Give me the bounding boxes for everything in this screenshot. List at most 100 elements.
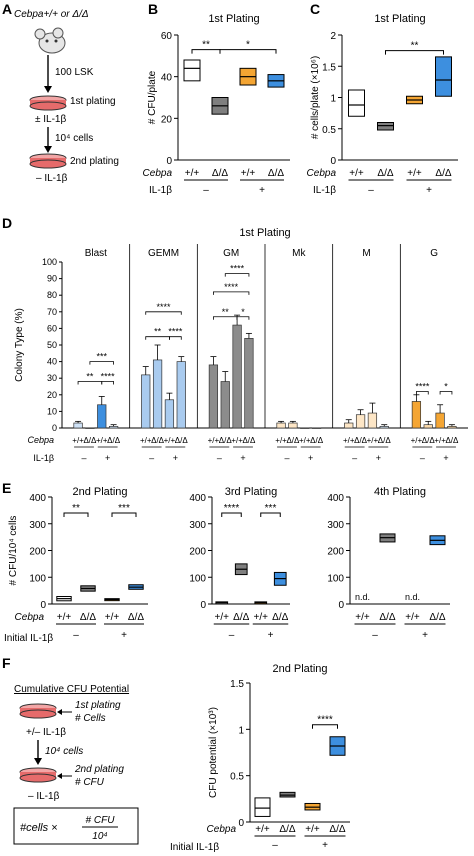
formula-left: #cells ×	[20, 822, 58, 834]
E2-sig-bracket	[221, 512, 242, 518]
d-bar	[288, 422, 298, 429]
d-sig-bracket	[89, 361, 114, 365]
B-genotype-label: Δ/Δ	[268, 168, 284, 179]
E1-sig-bracket	[111, 512, 137, 518]
d-bar	[447, 425, 457, 429]
d-sig-label: ****	[168, 327, 183, 337]
E2-sig-label: ***	[265, 503, 277, 514]
C-box	[377, 122, 394, 131]
d-genotype-label: Δ/Δ	[445, 436, 459, 445]
d-bar	[97, 404, 107, 429]
C-sig-bracket	[385, 50, 444, 55]
C-plus-label: +	[426, 185, 432, 196]
C-y-label: # cells/plate (×10⁶)	[310, 56, 321, 139]
d-il1b-row-label: IL-1β	[33, 453, 54, 463]
E3-nd-label: n.d.	[355, 592, 370, 602]
d-y-tick-label: 80	[47, 290, 57, 300]
formula-denominator: 10⁴	[92, 831, 107, 842]
d-genotype-label: +/+	[411, 436, 423, 445]
schematic-a-treat2: – IL-1β	[36, 173, 68, 184]
d-plus-label: +	[240, 453, 245, 463]
b-il1b-row-label: IL-1β	[149, 185, 172, 196]
d-category-label: GM	[223, 248, 239, 259]
d-plus-label: +	[105, 453, 110, 463]
B-genotype-label: +/+	[241, 168, 256, 179]
F-y-label: CFU potential (×10³)	[208, 707, 219, 798]
E1-y-tick-label: 400	[29, 493, 46, 504]
arrow-head-1	[44, 86, 52, 93]
d-minus-label: –	[217, 453, 222, 463]
d-sig-label: **	[86, 372, 94, 382]
F-genotype-label: +/+	[255, 824, 270, 835]
d-bar	[152, 359, 163, 429]
dish-icon-1	[29, 95, 67, 111]
E1-y-tick-label: 0	[40, 600, 46, 611]
B-y-label: # CFU/plate	[147, 70, 158, 124]
E1-title: 2nd Plating	[72, 486, 127, 498]
C-genotype-label: +/+	[407, 168, 422, 179]
E2-sig-label: ****	[224, 503, 240, 514]
d-genotype-label: Δ/Δ	[107, 436, 121, 445]
E1-genotype-label: +/+	[105, 612, 120, 623]
d-genotype-label: +/+	[164, 436, 176, 445]
C-genotype-label: Δ/Δ	[435, 168, 451, 179]
d-y-tick-label: 10	[47, 406, 57, 416]
E3-y-tick-label: 400	[327, 493, 344, 504]
d-bar	[208, 364, 219, 429]
b-cebpa-row-label: Cebpa	[143, 168, 173, 179]
d-genotype-label: Δ/Δ	[378, 436, 392, 445]
schematic-f-treat2: – IL-1β	[28, 791, 60, 802]
d-bar	[232, 324, 242, 429]
d-sig-label: *	[241, 307, 245, 317]
e-cebpa-row-label: Cebpa	[15, 612, 45, 623]
F-y-tick-label: 0	[238, 818, 244, 829]
d-plus-label: +	[173, 453, 178, 463]
f-cebpa-row-label: Cebpa	[207, 824, 237, 835]
d-plus-label: +	[443, 453, 448, 463]
schematic-a-plating2: 2nd plating	[70, 156, 119, 167]
d-cebpa-row-label: Cebpa	[27, 435, 54, 445]
d-bar	[344, 422, 354, 429]
d-bar	[244, 338, 254, 429]
d-sig-label: ***	[96, 352, 107, 362]
E1-y-tick-label: 300	[29, 520, 46, 531]
E2-y-tick-label: 300	[189, 520, 206, 531]
E3-y-tick-label: 200	[327, 547, 344, 558]
d-category-label: Blast	[85, 248, 107, 259]
dish-icon-3	[19, 703, 57, 719]
d-plus-label: +	[376, 453, 381, 463]
mouse-icon	[34, 27, 66, 54]
d-plus-label: +	[308, 453, 313, 463]
E2-genotype-label: Δ/Δ	[233, 612, 249, 623]
d-genotype-label: +/+	[72, 436, 84, 445]
d-sig-label: **	[154, 327, 162, 337]
E2-genotype-label: Δ/Δ	[272, 612, 288, 623]
E3-nd-label: n.d.	[405, 592, 420, 602]
d-bar	[73, 422, 83, 429]
C-y-tick-label: 2	[330, 31, 336, 42]
schematic-a-step2: 10⁴ cells	[55, 133, 93, 144]
d-bar	[367, 412, 378, 429]
d-sig-bracket	[213, 291, 250, 295]
panel-label-e: E	[2, 480, 11, 496]
B-sig-bracket	[219, 49, 277, 54]
schematic-f-title: Cumulative CFU Potential	[14, 684, 129, 695]
C-sig-label: **	[411, 41, 419, 52]
E3-genotype-label: Δ/Δ	[379, 612, 395, 623]
d-genotype-label: +/+	[367, 436, 379, 445]
B-minus-label: –	[203, 185, 209, 196]
d-sig-bracket	[145, 311, 182, 315]
d-sig-bracket	[416, 391, 429, 395]
E2-minus-label: –	[229, 630, 235, 641]
schematic-f-cells: # Cells	[75, 713, 106, 724]
C-box	[435, 56, 452, 97]
E2-genotype-label: +/+	[215, 612, 230, 623]
d-y-tick-label: 70	[47, 307, 57, 317]
d-genotype-label: Δ/Δ	[310, 436, 324, 445]
d-bar	[355, 414, 366, 429]
d-genotype-label: +/+	[299, 436, 311, 445]
d-y-tick-label: 60	[47, 323, 57, 333]
d-genotype-label: Δ/Δ	[151, 436, 165, 445]
d-genotype-label: +/+	[343, 436, 355, 445]
E1-genotype-label: Δ/Δ	[128, 612, 144, 623]
